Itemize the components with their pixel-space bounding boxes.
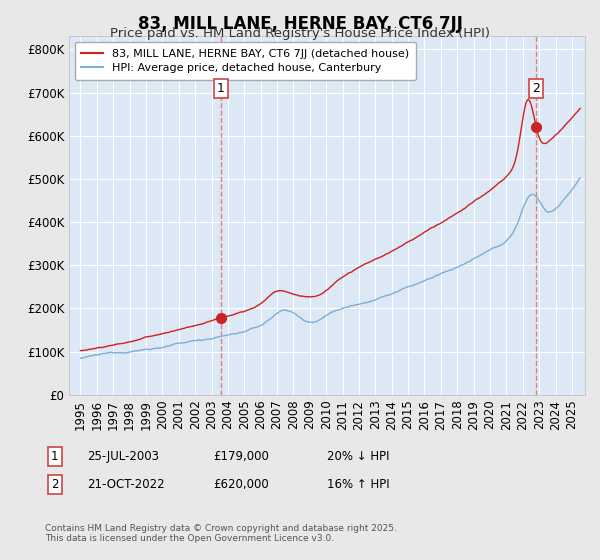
Text: 1: 1 xyxy=(217,82,224,95)
Text: £179,000: £179,000 xyxy=(213,450,269,463)
Text: 21-OCT-2022: 21-OCT-2022 xyxy=(87,478,164,491)
Text: 1: 1 xyxy=(51,450,59,463)
Text: 25-JUL-2003: 25-JUL-2003 xyxy=(87,450,159,463)
Text: 2: 2 xyxy=(532,82,540,95)
Text: £620,000: £620,000 xyxy=(213,478,269,491)
Text: 83, MILL LANE, HERNE BAY, CT6 7JJ: 83, MILL LANE, HERNE BAY, CT6 7JJ xyxy=(137,15,463,32)
Text: Price paid vs. HM Land Registry's House Price Index (HPI): Price paid vs. HM Land Registry's House … xyxy=(110,27,490,40)
Text: 20% ↓ HPI: 20% ↓ HPI xyxy=(327,450,389,463)
Text: 16% ↑ HPI: 16% ↑ HPI xyxy=(327,478,389,491)
Text: 2: 2 xyxy=(51,478,59,491)
Text: Contains HM Land Registry data © Crown copyright and database right 2025.
This d: Contains HM Land Registry data © Crown c… xyxy=(45,524,397,543)
Legend: 83, MILL LANE, HERNE BAY, CT6 7JJ (detached house), HPI: Average price, detached: 83, MILL LANE, HERNE BAY, CT6 7JJ (detac… xyxy=(74,42,416,80)
